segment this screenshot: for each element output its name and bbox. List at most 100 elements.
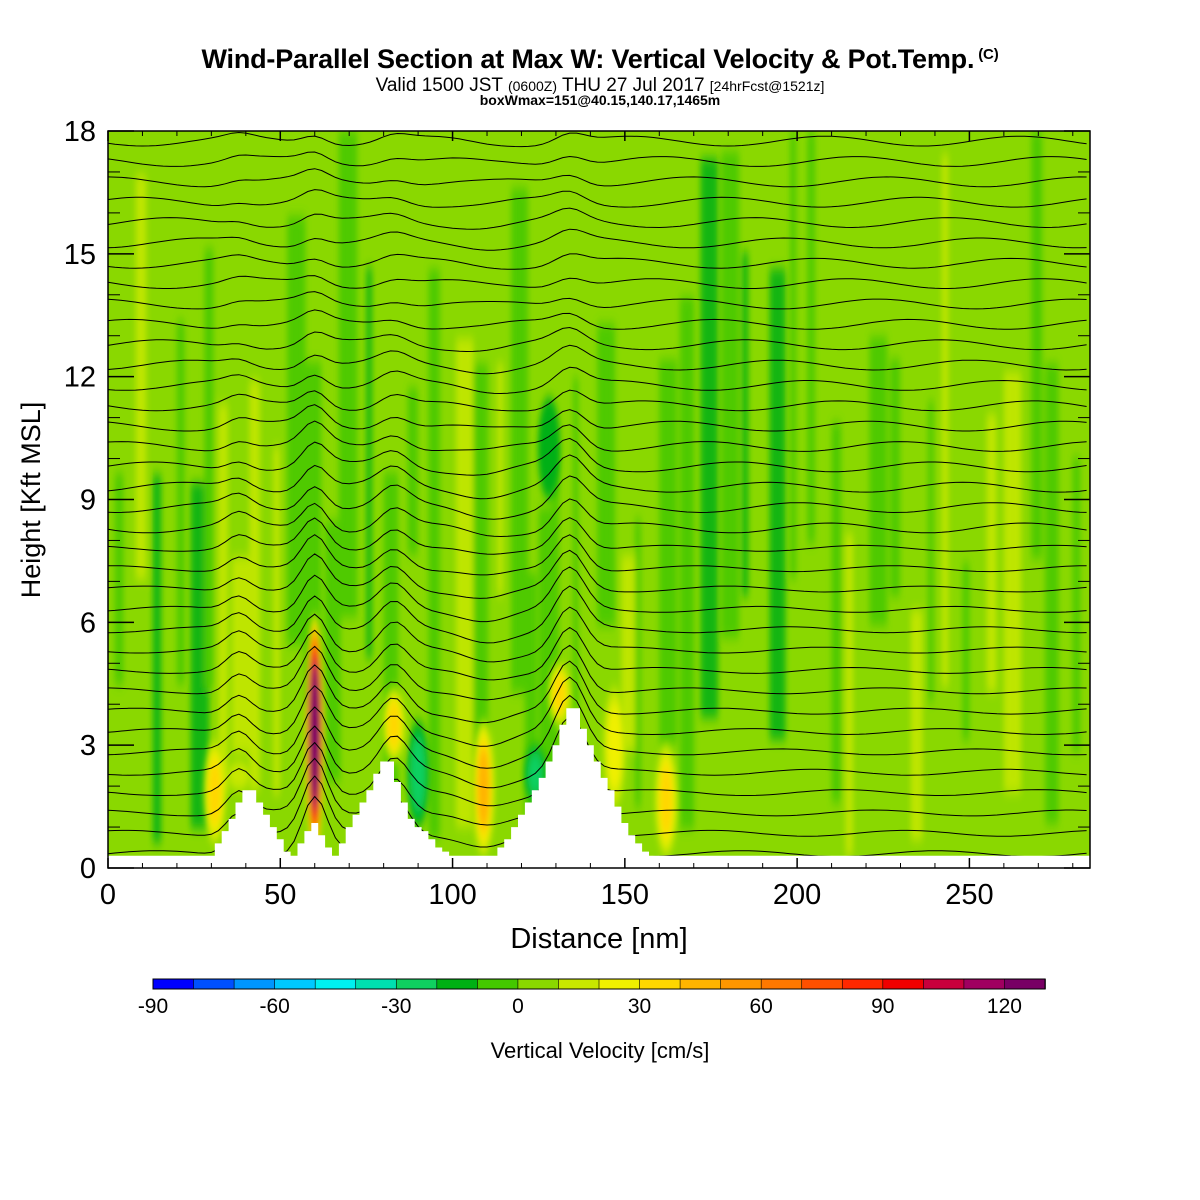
colorbar-swatch xyxy=(193,978,235,990)
theta-contour xyxy=(108,131,1087,148)
colorbar-swatch xyxy=(720,978,762,990)
colorbar-swatch xyxy=(841,978,884,990)
colorbar-swatch xyxy=(923,978,965,990)
w-streak xyxy=(176,321,185,685)
theta-contour xyxy=(108,168,1087,188)
w-streak xyxy=(790,131,797,579)
colorbar-swatch xyxy=(436,978,479,990)
w-streak xyxy=(473,364,489,818)
w-streak xyxy=(1072,457,1081,753)
valid-time: Valid 1500 JST xyxy=(375,75,503,96)
colorbar-tick-label: -60 xyxy=(259,995,289,1018)
colorbar-swatch xyxy=(152,978,195,990)
colorbar-swatch xyxy=(598,978,641,990)
theta-contour xyxy=(108,389,1087,412)
terrain xyxy=(108,708,1090,868)
chart-title: Wind-Parallel Section at Max W: Vertical… xyxy=(201,44,999,74)
w-streak xyxy=(928,401,934,701)
w-streak xyxy=(552,448,559,868)
w-streak xyxy=(986,414,997,693)
y-tick-label: 6 xyxy=(80,607,96,639)
theta-contour xyxy=(108,404,1087,432)
w-streak xyxy=(700,158,719,718)
colorbar-swatch xyxy=(517,978,560,990)
w-streak xyxy=(845,533,854,857)
theta-contour xyxy=(108,420,1087,452)
colorbar: -90 -60 -30 0 30 60 90 120 xyxy=(138,978,1046,1018)
terrain-mask xyxy=(108,708,1090,868)
w-streak xyxy=(407,388,418,555)
theta-contour xyxy=(108,291,1087,310)
w-streak xyxy=(962,563,970,741)
colorbar-tick-label: -30 xyxy=(381,995,411,1018)
colorbar-tick-label: 30 xyxy=(628,995,651,1018)
w-feature xyxy=(387,701,401,749)
theta-contour xyxy=(108,626,1087,681)
y-axis-label: Height [Kft MSL] xyxy=(16,402,46,599)
theta-contour xyxy=(108,275,1087,289)
w-feature xyxy=(553,674,566,714)
w-streak xyxy=(597,323,616,626)
theta-contour xyxy=(108,715,1087,789)
w-streak xyxy=(218,404,228,792)
theta-contour xyxy=(108,151,1087,167)
colorbar-tick-label: 120 xyxy=(987,995,1022,1018)
w-streak xyxy=(869,336,888,626)
theta-contour xyxy=(108,676,1087,747)
w-streak xyxy=(1031,131,1043,559)
w-streak xyxy=(573,377,579,712)
colorbar-label: Vertical Velocity [cm/s] xyxy=(490,1038,710,1063)
colorbar-swatch xyxy=(963,978,1006,990)
colorbar-swatch xyxy=(801,978,844,990)
plot-area xyxy=(108,131,1090,868)
w-feature xyxy=(538,397,561,500)
theta-contour xyxy=(108,694,1087,769)
w-streak xyxy=(287,216,306,645)
colorbar-swatch xyxy=(233,978,276,990)
w-feature xyxy=(659,765,673,836)
w-streak xyxy=(524,572,537,851)
colorbar-swatch xyxy=(274,978,316,990)
w-streak xyxy=(338,131,358,617)
theta-contour xyxy=(108,517,1087,555)
w-streak xyxy=(497,363,504,596)
theta-contour xyxy=(108,326,1087,353)
w-streak xyxy=(890,359,901,597)
colorbar-border xyxy=(152,978,1046,990)
colorbar-swatch xyxy=(1004,978,1046,990)
theta-contour xyxy=(108,454,1087,500)
x-tick-label: 150 xyxy=(601,879,649,911)
theta-contour xyxy=(108,437,1087,476)
theta-contour xyxy=(108,253,1087,270)
w-streak xyxy=(1045,363,1059,825)
colorbar-swatch xyxy=(477,978,519,990)
w-streak xyxy=(204,248,214,688)
w-streak xyxy=(114,473,124,685)
w-streak xyxy=(621,554,639,751)
w-streak xyxy=(941,154,949,687)
w-streak xyxy=(910,609,923,841)
w-feature xyxy=(208,759,222,825)
colorbar-swatch xyxy=(395,978,438,990)
theta-contour xyxy=(108,475,1087,520)
colorbar-swatch xyxy=(639,978,681,990)
theta-contour xyxy=(108,549,1087,599)
w-streak xyxy=(325,520,341,782)
axes: 0 50 100 150 200 250 0 3 6 9 12 15 18 xyxy=(64,116,1090,911)
w-streak xyxy=(190,482,210,829)
theta-contour xyxy=(108,207,1087,230)
theta-contour xyxy=(108,309,1087,330)
x-tick-label: 250 xyxy=(945,879,993,911)
x-axis-label: Distance [nm] xyxy=(510,923,687,955)
theta-contour xyxy=(108,366,1087,395)
x-tick-label: 100 xyxy=(428,879,476,911)
w-streak xyxy=(511,188,528,693)
copyright-mark: (C) xyxy=(978,46,999,63)
utc-time: (0600Z) xyxy=(507,78,557,94)
valid-date: THU 27 Jul 2017 xyxy=(561,75,705,96)
w-streak xyxy=(721,151,740,638)
w-streak xyxy=(635,518,641,807)
w-feature xyxy=(227,761,250,791)
theta-contour xyxy=(108,344,1087,375)
